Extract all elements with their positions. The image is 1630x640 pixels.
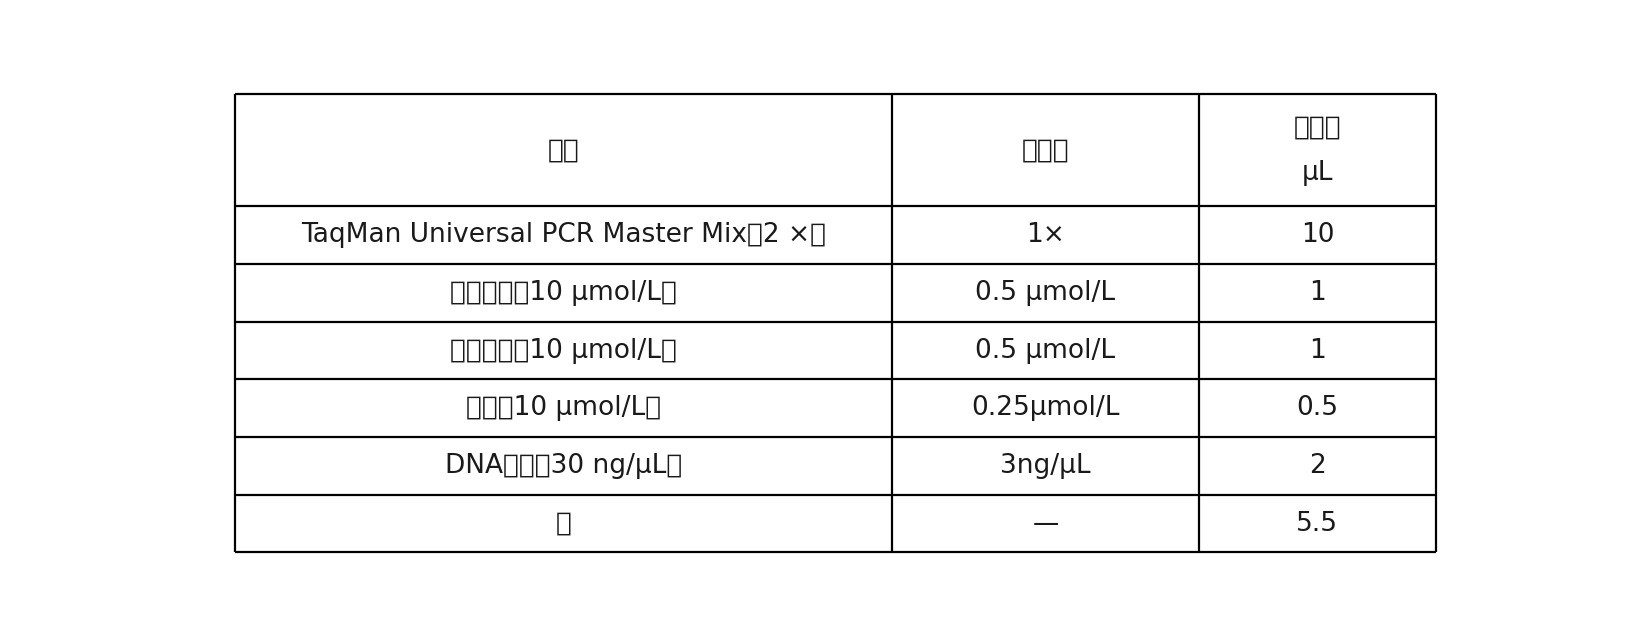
Text: DNA模板（30 ng/μL）: DNA模板（30 ng/μL） (445, 453, 681, 479)
Text: 上游引物（10 μmol/L）: 上游引物（10 μmol/L） (450, 280, 676, 306)
Text: 加样量
μL: 加样量 μL (1293, 114, 1340, 186)
Text: 3ng/μL: 3ng/μL (999, 453, 1090, 479)
Text: 名称: 名称 (548, 137, 579, 163)
Text: 终浓度: 终浓度 (1020, 137, 1069, 163)
Text: 0.5: 0.5 (1296, 395, 1338, 421)
Text: 水: 水 (556, 511, 572, 536)
Text: 1: 1 (1309, 280, 1325, 306)
Text: 0.5 μmol/L: 0.5 μmol/L (975, 280, 1115, 306)
Text: TaqMan Universal PCR Master Mix（2 ×）: TaqMan Universal PCR Master Mix（2 ×） (302, 222, 826, 248)
Text: 10: 10 (1299, 222, 1333, 248)
Text: 探针（10 μmol/L）: 探针（10 μmol/L） (466, 395, 662, 421)
Text: 0.25μmol/L: 0.25μmol/L (970, 395, 1118, 421)
Text: 1×: 1× (1025, 222, 1064, 248)
Text: 5.5: 5.5 (1296, 511, 1338, 536)
Text: 1: 1 (1309, 337, 1325, 364)
Text: —: — (1032, 511, 1058, 536)
Text: 2: 2 (1309, 453, 1325, 479)
Text: 0.5 μmol/L: 0.5 μmol/L (975, 337, 1115, 364)
Text: 下游引物（10 μmol/L）: 下游引物（10 μmol/L） (450, 337, 676, 364)
